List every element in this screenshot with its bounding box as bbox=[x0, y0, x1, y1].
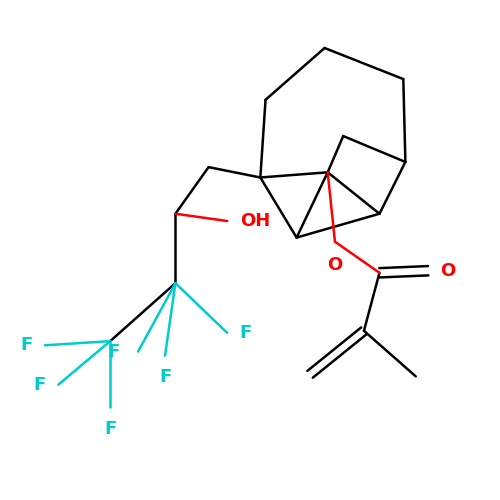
Text: F: F bbox=[104, 420, 117, 438]
Text: F: F bbox=[159, 368, 171, 386]
Text: O: O bbox=[440, 262, 456, 280]
Text: OH: OH bbox=[240, 212, 270, 230]
Text: F: F bbox=[20, 336, 32, 354]
Text: F: F bbox=[240, 324, 252, 342]
Text: F: F bbox=[34, 376, 46, 394]
Text: F: F bbox=[107, 342, 120, 360]
Text: O: O bbox=[328, 256, 342, 274]
